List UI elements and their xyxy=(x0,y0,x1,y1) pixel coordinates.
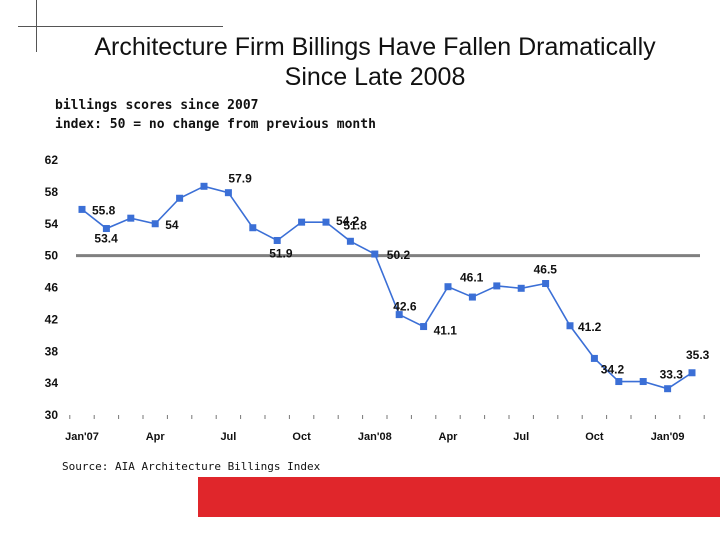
data-point-marker xyxy=(395,311,403,319)
y-tick-label: 58 xyxy=(45,185,59,199)
data-label: 54 xyxy=(165,218,179,232)
data-label: 54.2 xyxy=(336,214,360,228)
data-point-marker xyxy=(127,214,135,222)
data-point-marker xyxy=(688,369,696,377)
data-point-marker xyxy=(322,218,330,226)
x-tick-label: Oct xyxy=(585,431,604,443)
data-point-marker xyxy=(78,205,86,213)
data-label: 50.2 xyxy=(387,248,411,262)
x-tick-label: Apr xyxy=(146,431,166,443)
data-point-marker xyxy=(664,385,672,393)
x-tick-label: Oct xyxy=(292,431,311,443)
y-tick-label: 38 xyxy=(45,344,59,358)
chart-subtitle-line1: billings scores since 2007 xyxy=(55,98,259,113)
data-label: 46.5 xyxy=(534,263,558,277)
data-label: 35.3 xyxy=(686,348,710,362)
y-tick-label: 54 xyxy=(45,217,59,231)
series-line xyxy=(81,185,693,390)
data-label: 41.1 xyxy=(434,324,458,338)
data-label: 51.9 xyxy=(269,246,293,260)
y-tick-label: 50 xyxy=(45,249,59,263)
data-point-marker xyxy=(639,378,647,386)
data-point-marker xyxy=(371,250,379,258)
data-label: 55.8 xyxy=(92,203,116,217)
data-point-marker xyxy=(517,284,525,292)
x-tick-label: Jan'08 xyxy=(358,431,392,443)
data-point-marker xyxy=(566,322,574,330)
data-point-marker xyxy=(468,293,476,301)
x-tick-label: Jan'09 xyxy=(651,431,685,443)
y-tick-label: 62 xyxy=(45,153,59,167)
data-point-marker xyxy=(102,225,110,233)
x-tick-label: Apr xyxy=(439,431,459,443)
chart-subtitle-line2: index: 50 = no change from previous mont… xyxy=(55,117,376,132)
data-point-marker xyxy=(298,218,306,226)
data-label: 34.2 xyxy=(601,363,625,377)
data-point-marker xyxy=(542,280,550,288)
x-tick-label: Jan'07 xyxy=(65,431,99,443)
accent-bar xyxy=(198,477,720,517)
data-point-marker xyxy=(273,236,281,244)
data-point-marker xyxy=(200,182,208,190)
x-tick-label: Jul xyxy=(220,431,236,443)
data-point-marker xyxy=(151,220,159,228)
decorative-horizontal-rule xyxy=(18,26,223,27)
data-point-marker xyxy=(590,354,598,362)
slide-title-line2: Since Late 2008 xyxy=(284,63,466,91)
data-point-marker xyxy=(615,378,623,386)
source-note: Source: AIA Architecture Billings Index xyxy=(62,460,321,473)
data-label: 46.1 xyxy=(460,271,484,285)
data-point-marker xyxy=(224,189,232,197)
y-tick-label: 42 xyxy=(45,312,59,326)
data-label: 53.4 xyxy=(94,232,118,246)
decorative-vertical-rule xyxy=(36,0,37,52)
data-point-marker xyxy=(346,237,354,245)
slide-title-line1: Architecture Firm Billings Have Fallen D… xyxy=(94,33,656,61)
data-label: 57.9 xyxy=(228,172,252,186)
data-label: 41.2 xyxy=(578,320,602,334)
y-tick-label: 34 xyxy=(45,376,59,390)
data-point-marker xyxy=(249,224,257,232)
data-label: 33.3 xyxy=(660,368,684,382)
data-point-marker xyxy=(444,283,452,291)
data-point-marker xyxy=(493,282,501,290)
data-label: 42.6 xyxy=(393,300,417,314)
data-point-marker xyxy=(420,323,428,331)
y-tick-label: 46 xyxy=(45,281,59,295)
data-label: 51.8 xyxy=(343,218,367,232)
data-point-marker xyxy=(176,194,184,202)
y-tick-label: 30 xyxy=(45,408,59,422)
x-tick-label: Jul xyxy=(513,431,529,443)
